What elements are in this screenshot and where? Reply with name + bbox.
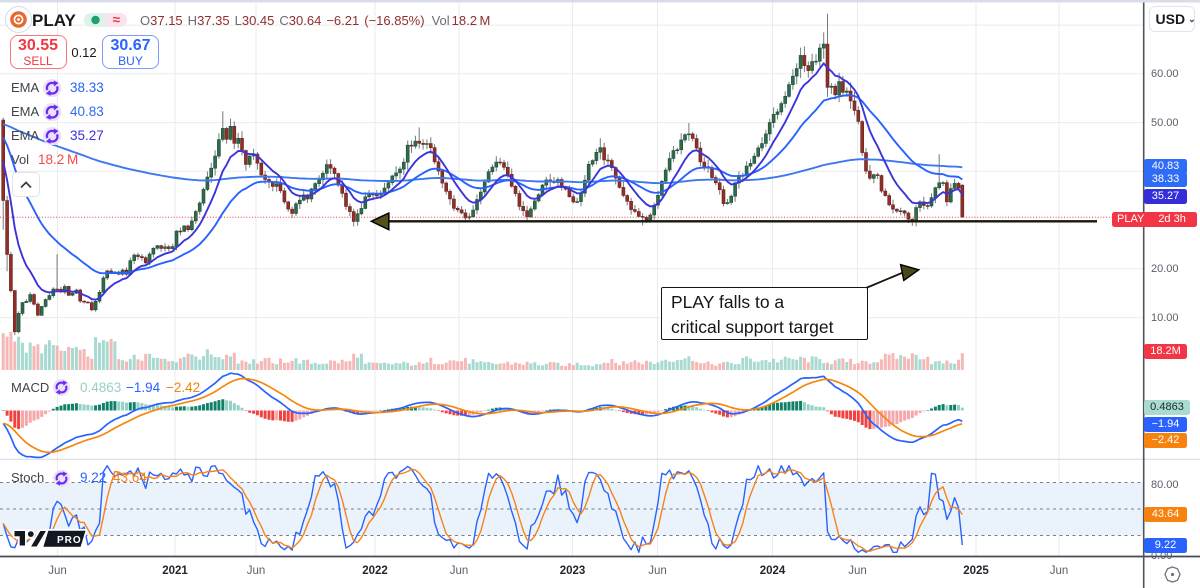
svg-text:PRO: PRO <box>57 535 82 546</box>
